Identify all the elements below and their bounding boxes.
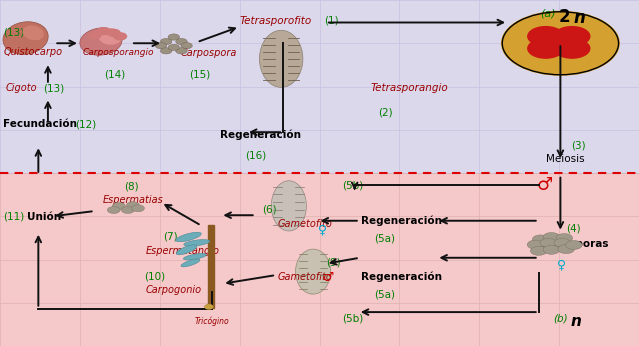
Ellipse shape [23,26,43,39]
Text: n: n [571,314,581,329]
Circle shape [121,207,134,213]
Circle shape [160,38,172,45]
Text: Quistocarpo: Quistocarpo [3,47,63,57]
Text: Regeneración: Regeneración [361,272,442,282]
Circle shape [554,27,590,46]
Circle shape [107,207,120,213]
Text: (10): (10) [144,272,165,282]
Circle shape [528,39,564,58]
Circle shape [176,48,187,54]
Text: Tetrasporas: Tetrasporas [540,239,610,249]
Circle shape [114,33,127,40]
Text: ♀: ♀ [557,259,566,272]
Circle shape [97,28,110,35]
Circle shape [168,44,180,51]
Circle shape [176,38,187,45]
Bar [0,0,639,173]
Text: ♂: ♂ [323,271,334,284]
Circle shape [168,34,180,40]
Ellipse shape [80,28,122,55]
Circle shape [155,43,167,49]
Text: n: n [573,9,585,27]
Text: (7): (7) [163,232,178,242]
Ellipse shape [184,240,210,246]
Text: (8): (8) [125,182,139,192]
Text: ♀: ♀ [318,224,327,237]
Text: Gametofito: Gametofito [278,272,333,282]
Circle shape [112,202,125,209]
Text: (13): (13) [43,83,65,93]
Text: (14): (14) [104,69,125,79]
Circle shape [127,202,139,209]
Text: Gametofito: Gametofito [278,219,333,229]
Text: (11): (11) [3,212,24,222]
Circle shape [132,205,144,212]
Text: (13): (13) [3,28,24,38]
Text: (5b): (5b) [342,181,363,191]
Ellipse shape [259,30,303,88]
Bar [208,225,214,308]
Circle shape [502,11,619,75]
Text: (16): (16) [245,151,266,161]
Text: (6): (6) [262,205,277,215]
Text: Fecundación: Fecundación [3,119,77,129]
Text: 2: 2 [559,8,571,26]
Ellipse shape [3,22,48,54]
Ellipse shape [176,232,201,242]
Text: Cigoto: Cigoto [5,83,36,93]
Text: Carpogonio: Carpogonio [146,285,202,295]
Text: (15): (15) [189,69,210,79]
Circle shape [88,32,101,39]
Circle shape [543,245,560,254]
Text: (5a): (5a) [374,234,395,244]
Ellipse shape [176,245,197,255]
Text: (9): (9) [326,258,341,268]
Text: (12): (12) [75,119,96,129]
Text: (3): (3) [571,140,585,150]
Circle shape [558,245,574,254]
Circle shape [566,240,582,249]
Circle shape [549,37,572,49]
Circle shape [554,39,590,58]
Circle shape [530,246,547,255]
Circle shape [543,233,560,242]
Ellipse shape [181,259,200,267]
Text: Unión: Unión [27,212,61,222]
Text: (4): (4) [566,223,581,233]
Text: Regeneración: Regeneración [361,215,442,226]
Circle shape [532,235,549,244]
Circle shape [528,27,564,46]
Ellipse shape [295,249,331,294]
Text: Tricógino: Tricógino [195,317,229,326]
Text: Carposporangio: Carposporangio [83,48,155,57]
Circle shape [205,305,213,309]
Text: Regeneración: Regeneración [220,130,302,140]
Text: Carpospora: Carpospora [180,48,236,58]
Text: (2): (2) [378,107,393,117]
Text: (5a): (5a) [374,290,395,300]
Text: ♂: ♂ [537,176,553,194]
Text: Tetrasporofito: Tetrasporofito [240,16,312,26]
Circle shape [160,48,172,54]
Text: Tetrasporangio: Tetrasporangio [371,83,449,93]
Circle shape [540,238,557,247]
Circle shape [556,234,573,243]
Text: (a): (a) [540,9,555,19]
Text: Espermatias: Espermatias [102,195,163,206]
Text: Meiosis: Meiosis [546,154,585,164]
Ellipse shape [272,181,307,231]
Circle shape [554,238,571,247]
Circle shape [107,29,120,36]
Ellipse shape [183,254,206,260]
Text: (b): (b) [553,313,567,323]
Circle shape [527,240,544,249]
Circle shape [181,43,192,49]
Bar [0,173,639,346]
Text: (5b): (5b) [342,314,363,324]
Ellipse shape [98,29,121,44]
Text: (1): (1) [325,16,339,26]
Text: Espermatangio: Espermatangio [146,246,220,256]
